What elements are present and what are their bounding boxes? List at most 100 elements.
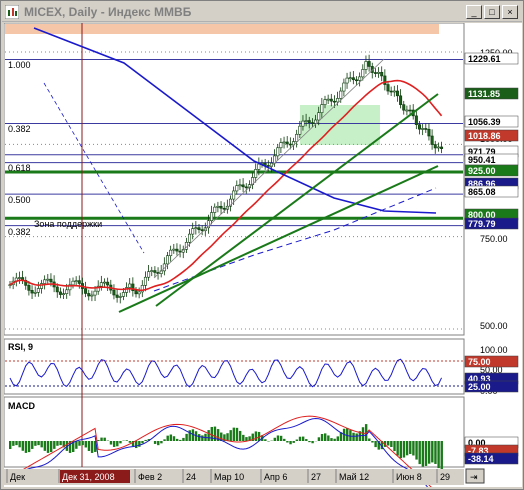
candle-body <box>191 228 195 235</box>
macd-bar <box>330 438 333 441</box>
macd-bar <box>305 439 308 441</box>
candle-body <box>150 270 154 272</box>
macd-bar <box>201 435 204 441</box>
moving-average-red <box>9 79 443 292</box>
candle-body <box>257 163 261 170</box>
x-axis-label: Дек 31, 2008 <box>62 472 115 482</box>
candle-body <box>90 294 94 297</box>
x-label-highlight <box>60 470 130 483</box>
macd-bar <box>286 441 289 443</box>
price-tag-text: 25.00 <box>468 382 491 392</box>
candle-body <box>17 277 21 279</box>
macd-bar <box>390 441 393 447</box>
macd-bar <box>31 441 34 449</box>
candle-body <box>103 281 107 284</box>
macd-bar <box>153 441 157 444</box>
macd-bar <box>415 441 418 460</box>
candle-body <box>392 90 396 93</box>
macd-bar <box>119 441 122 444</box>
macd-bar <box>144 439 147 441</box>
macd-bar <box>368 438 371 441</box>
maximize-button[interactable]: □ <box>484 5 500 19</box>
candle-body <box>314 119 318 124</box>
macd-bar <box>251 433 254 441</box>
rsi-line <box>9 358 443 388</box>
macd-bar <box>198 434 201 441</box>
macd-bar <box>346 428 349 441</box>
candle-body <box>342 82 346 92</box>
minimize-button[interactable]: _ <box>466 5 482 19</box>
macd-bar <box>301 436 305 441</box>
macd-bar <box>264 439 267 441</box>
candle-body <box>24 280 28 286</box>
price-tag-text: 1018.86 <box>468 131 501 141</box>
macd-bar <box>125 440 128 441</box>
candle-body <box>87 293 91 297</box>
candle-body <box>235 185 239 192</box>
chart-canvas[interactable]: 1.000 0.382 0.618 0.500 0.382 Зона подде… <box>4 23 522 487</box>
candle-body <box>421 128 425 130</box>
macd-bar <box>402 441 406 458</box>
candle-body <box>188 233 192 243</box>
price-tick-500: 500.00 <box>480 321 508 331</box>
chart-area[interactable]: 1.000 0.382 0.618 0.500 0.382 Зона подде… <box>4 23 522 487</box>
macd-bar <box>424 441 428 466</box>
candle-body <box>361 69 365 78</box>
macd-bar <box>109 441 113 445</box>
candle-body <box>55 286 59 293</box>
macd-bar <box>21 441 24 451</box>
macd-bar <box>18 441 21 448</box>
x-axis-label: 29 <box>440 472 450 482</box>
candle-body <box>399 95 403 105</box>
price-tag-text: -7.83 <box>468 446 489 456</box>
macd-bar <box>317 437 321 441</box>
scroll-end-icon[interactable]: ⇥ <box>470 472 478 482</box>
candle-body <box>106 281 110 286</box>
candle-body <box>140 285 144 293</box>
candle-body <box>254 169 258 178</box>
candle-body <box>354 79 358 82</box>
candle-body <box>320 104 324 113</box>
macd-bar <box>377 441 380 450</box>
price-tag <box>464 129 519 142</box>
macd-bar <box>374 441 377 448</box>
price-tag <box>464 355 519 368</box>
macd-bar <box>273 437 276 441</box>
scroll-end-button[interactable] <box>465 468 485 484</box>
candle-body <box>121 292 125 297</box>
macd-bar <box>166 435 169 441</box>
close-button[interactable]: × <box>502 5 518 19</box>
candle-body <box>134 290 138 295</box>
price-tag-text: 75.00 <box>468 357 491 367</box>
candle-body <box>266 165 270 167</box>
candles <box>8 54 444 304</box>
macd-bar <box>43 441 47 451</box>
candle-body <box>358 76 362 81</box>
fib-label-0382-upper: 0.382 <box>8 124 31 134</box>
macd-bar <box>128 441 132 443</box>
rsi-panel[interactable] <box>4 338 465 395</box>
window-title: MICEX, Daily - Индекс ММВБ <box>24 5 192 19</box>
macd-line <box>9 417 429 487</box>
candle-body <box>143 276 147 286</box>
macd-bar <box>210 426 213 441</box>
macd-bar <box>292 441 295 443</box>
price-tag <box>464 87 519 100</box>
candle-body <box>166 255 170 265</box>
macd-bar <box>84 441 87 448</box>
price-tag <box>464 52 519 65</box>
x-axis-label: Мар 10 <box>214 472 244 482</box>
macd-bar <box>242 434 245 441</box>
macd-bar <box>283 438 286 441</box>
candle-body <box>427 128 431 137</box>
macd-bar <box>147 439 150 441</box>
candle-body <box>125 287 129 293</box>
candle-body <box>99 282 103 287</box>
candle-body <box>206 220 210 229</box>
candle-body <box>440 146 444 149</box>
macd-bar <box>361 427 365 441</box>
price-tag-text: 1131.85 <box>468 89 500 99</box>
macd-bar <box>229 430 232 441</box>
candle-body <box>402 104 406 111</box>
